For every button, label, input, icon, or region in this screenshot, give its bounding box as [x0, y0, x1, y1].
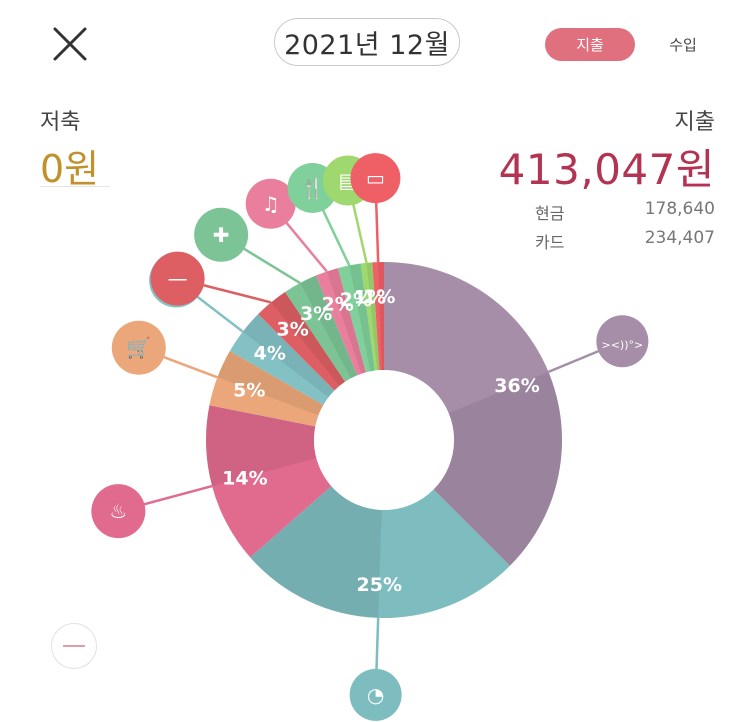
slice-label: 1%	[363, 286, 395, 308]
card-value: 234,407	[644, 228, 715, 248]
slice-shade	[433, 371, 563, 566]
slice-shade	[271, 291, 346, 386]
donut-hole	[314, 370, 454, 510]
cash-value: 178,640	[644, 199, 715, 219]
chart-slice-10[interactable]	[360, 262, 380, 371]
slice-label: 2%	[322, 294, 354, 316]
svg-text:♫: ♫	[262, 192, 280, 216]
slice-label: 25%	[357, 574, 402, 596]
tab-income-label: 수입	[669, 36, 697, 54]
card-label: 카드	[535, 233, 565, 252]
expense-total: 413,047원	[498, 145, 715, 194]
expense-label: 지출	[674, 110, 715, 135]
minus-icon	[63, 645, 85, 647]
slice-shade	[300, 275, 358, 379]
chart-slice-9[interactable]	[337, 263, 375, 373]
slice-labels: 36%25%14%5%4%3%3%2%2%1%1%	[222, 286, 540, 596]
fish-icon[interactable]: ><))°>	[596, 315, 649, 368]
chart-slice-2[interactable]	[250, 486, 510, 618]
chart-slice-5[interactable]	[229, 314, 335, 405]
medical-kit-icon[interactable]: ✚	[194, 207, 249, 262]
slice-label: 4%	[254, 342, 286, 364]
slice-label: 1%	[354, 287, 386, 309]
bath-icon[interactable]: ♨	[91, 484, 146, 539]
chart-slice-6[interactable]	[258, 291, 346, 391]
tab-income[interactable]: 수입	[648, 28, 718, 61]
svg-text:><))°>: ><))°>	[601, 338, 643, 351]
chart-slice-3[interactable]	[206, 405, 332, 558]
bus-icon[interactable]: ▭	[350, 153, 401, 204]
svg-text:◔: ◔	[367, 683, 384, 707]
slice-shade	[349, 263, 375, 372]
slice-label: 14%	[222, 467, 267, 489]
month-selector[interactable]: 2021년 12월	[274, 18, 460, 66]
chart-slices	[206, 262, 563, 618]
tab-expense-label: 지출	[576, 36, 604, 54]
slice-label: 36%	[494, 375, 539, 397]
chart-slice-11[interactable]	[372, 262, 384, 371]
slice-shade	[378, 262, 384, 371]
slice-label: 3%	[277, 319, 309, 341]
music-icon[interactable]: ♫	[245, 178, 296, 229]
slice-label: 2%	[340, 289, 372, 311]
savings-value: 0원	[40, 147, 100, 191]
close-button[interactable]	[48, 22, 92, 66]
chart-slice-8[interactable]	[315, 268, 366, 376]
category-icons: ><))°>◔♨🛒✲—✚♫🍴▤▭	[91, 153, 649, 721]
slice-label: 5%	[233, 379, 265, 401]
chart-slice-4[interactable]	[209, 351, 324, 427]
minus-icon[interactable]: —	[150, 251, 205, 306]
svg-text:✚: ✚	[213, 223, 230, 247]
svg-text:—: —	[168, 267, 188, 291]
slice-shade	[242, 314, 335, 398]
slice-shade	[250, 486, 382, 618]
divider	[40, 186, 110, 187]
cash-label: 현금	[535, 204, 565, 223]
slice-shade	[206, 405, 317, 487]
tab-expense[interactable]: 지출	[545, 28, 635, 61]
month-label: 2021년 12월	[284, 29, 450, 61]
close-icon	[53, 27, 87, 61]
chart-slice-1[interactable]	[384, 262, 562, 566]
svg-text:🍴: 🍴	[300, 176, 325, 200]
svg-text:🛒: 🛒	[126, 336, 151, 360]
svg-text:♨: ♨	[109, 499, 127, 523]
person-icon[interactable]: ◔	[349, 668, 402, 721]
slice-shade	[326, 268, 366, 374]
slice-shade	[217, 351, 324, 416]
savings-label: 저축	[40, 110, 81, 135]
slice-label: 3%	[300, 303, 332, 325]
slice-shade	[366, 262, 380, 371]
cart-icon[interactable]: 🛒	[111, 320, 166, 375]
svg-text:▭: ▭	[366, 166, 385, 190]
collapse-button[interactable]	[51, 623, 97, 669]
chart-slice-7[interactable]	[285, 275, 358, 382]
